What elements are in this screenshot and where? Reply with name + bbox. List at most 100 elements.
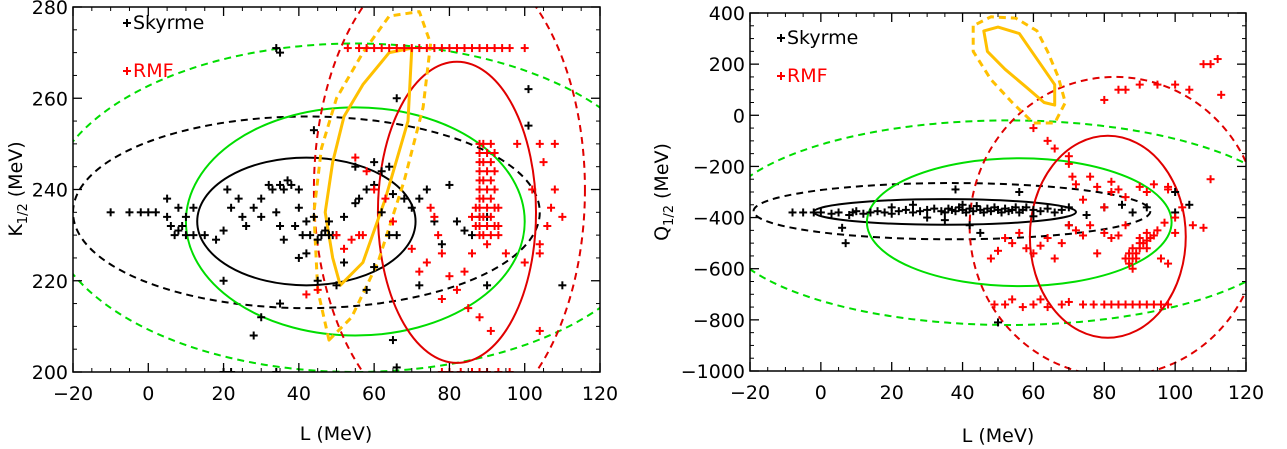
data-point-skyrme bbox=[272, 44, 281, 53]
data-point-rmf bbox=[445, 272, 454, 281]
y-axis-title-subscript: 1/2 bbox=[16, 203, 31, 224]
data-point-rmf bbox=[415, 44, 424, 53]
data-point-skyrme bbox=[887, 203, 896, 212]
x-tick-label: 20 bbox=[211, 383, 235, 405]
data-point-rmf bbox=[1015, 228, 1024, 237]
data-point-skyrme bbox=[294, 253, 303, 262]
data-point-rmf bbox=[520, 258, 529, 267]
data-point-rmf bbox=[1107, 234, 1116, 243]
data-point-rmf bbox=[483, 240, 492, 249]
data-point-skyrme bbox=[1022, 203, 1031, 212]
x-tick-label: 40 bbox=[287, 383, 311, 405]
data-point-rmf bbox=[1206, 60, 1215, 69]
data-point-skyrme bbox=[1015, 188, 1024, 196]
data-point-skyrme bbox=[1057, 205, 1066, 214]
y-tick-label: −600 bbox=[693, 259, 745, 281]
data-point-skyrme bbox=[264, 180, 273, 189]
data-point-rmf bbox=[1185, 85, 1194, 94]
data-point-skyrme bbox=[422, 185, 431, 194]
data-point-rmf bbox=[430, 212, 439, 221]
data-point-skyrme bbox=[268, 185, 277, 194]
data-point-skyrme bbox=[452, 217, 461, 226]
data-point-skyrme bbox=[407, 203, 416, 212]
data-point-skyrme bbox=[181, 231, 190, 240]
data-point-rmf bbox=[475, 167, 484, 176]
data-point-rmf bbox=[434, 231, 443, 240]
data-point-skyrme bbox=[106, 208, 115, 217]
data-point-skyrme bbox=[930, 204, 939, 213]
data-point-skyrme bbox=[392, 231, 401, 240]
data-point-rmf bbox=[362, 44, 371, 53]
y-tick-label: 400 bbox=[709, 3, 745, 25]
data-point-skyrme bbox=[1043, 204, 1052, 213]
data-point-rmf bbox=[1160, 218, 1169, 227]
data-point-skyrme bbox=[355, 194, 364, 203]
data-point-rmf bbox=[332, 231, 341, 240]
data-point-skyrme bbox=[340, 212, 349, 221]
data-point-skyrme bbox=[377, 208, 386, 217]
legend: Skyrme RMF bbox=[123, 12, 204, 82]
data-point-rmf bbox=[407, 44, 416, 53]
data-point-rmf bbox=[486, 326, 495, 335]
data-point-skyrme bbox=[873, 207, 882, 216]
data-point-rmf bbox=[558, 212, 567, 221]
data-point-rmf bbox=[1029, 249, 1038, 258]
data-point-skyrme bbox=[1142, 203, 1151, 212]
data-point-rmf bbox=[437, 368, 446, 372]
data-point-skyrme bbox=[163, 194, 172, 203]
data-point-rmf bbox=[400, 44, 409, 53]
data-point-skyrme bbox=[377, 167, 386, 176]
data-point-rmf bbox=[1132, 254, 1141, 263]
x-tick-label: 20 bbox=[880, 382, 904, 404]
data-point-skyrme bbox=[951, 185, 960, 194]
data-point-rmf bbox=[1171, 228, 1180, 237]
data-point-skyrme bbox=[841, 239, 850, 248]
data-point-rmf bbox=[1107, 177, 1116, 186]
y-tick-label: 220 bbox=[32, 271, 68, 293]
data-point-rmf bbox=[1008, 239, 1017, 248]
data-point-skyrme bbox=[415, 194, 424, 203]
data-point-rmf bbox=[355, 44, 364, 53]
legend-marker-skyrme bbox=[123, 19, 131, 27]
data-point-skyrme bbox=[125, 208, 134, 217]
data-point-rmf bbox=[486, 194, 495, 203]
y-tick-label: −1000 bbox=[681, 361, 745, 383]
data-point-rmf bbox=[475, 44, 484, 53]
data-point-skyrme bbox=[276, 48, 285, 57]
y-axis-title-main: K bbox=[5, 224, 27, 237]
data-point-rmf bbox=[1043, 303, 1052, 312]
data-point-skyrme bbox=[276, 180, 285, 189]
data-point-skyrme bbox=[362, 185, 371, 194]
data-point-skyrme bbox=[385, 231, 394, 240]
data-point-skyrme bbox=[524, 121, 533, 130]
data-point-rmf bbox=[1029, 124, 1038, 133]
legend-label-skyrme: Skyrme bbox=[787, 27, 858, 49]
data-point-rmf bbox=[1156, 300, 1165, 309]
data-point-skyrme bbox=[370, 158, 379, 167]
data-point-rmf bbox=[1008, 295, 1017, 304]
data-point-skyrme bbox=[483, 281, 492, 290]
contour-ellipse-solid bbox=[1028, 134, 1187, 339]
data-point-rmf bbox=[490, 44, 499, 53]
legend-marker-skyrme bbox=[777, 34, 785, 42]
data-point-skyrme bbox=[257, 212, 266, 221]
data-point-rmf bbox=[513, 139, 522, 148]
data-point-rmf bbox=[1064, 159, 1073, 168]
data-point-rmf bbox=[483, 167, 492, 176]
data-point-skyrme bbox=[1118, 200, 1126, 209]
data-point-rmf bbox=[426, 203, 435, 212]
contour-ellipse-dashed bbox=[752, 182, 1152, 241]
y-axis-title: Q1/2 (MeV) bbox=[651, 143, 677, 241]
data-point-rmf bbox=[479, 194, 488, 203]
data-point-skyrme bbox=[558, 281, 567, 290]
legend-marker-rmf bbox=[123, 67, 131, 75]
data-point-rmf bbox=[347, 235, 356, 244]
data-point-rmf bbox=[535, 326, 544, 335]
data-point-rmf bbox=[1142, 228, 1151, 237]
data-point-rmf bbox=[1029, 300, 1038, 309]
data-point-rmf bbox=[483, 222, 492, 230]
data-point-rmf bbox=[445, 44, 454, 53]
data-point-rmf bbox=[1001, 234, 1010, 243]
data-point-rmf bbox=[1064, 152, 1073, 161]
data-point-rmf bbox=[1057, 239, 1066, 248]
